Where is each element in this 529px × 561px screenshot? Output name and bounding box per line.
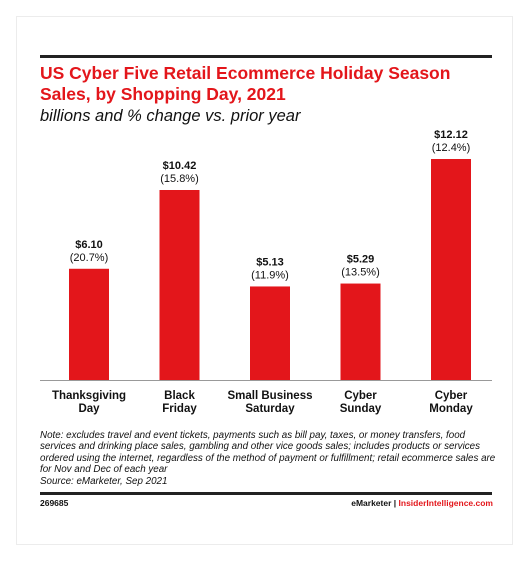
change-label-2: (11.9%) xyxy=(251,269,289,281)
bar-2 xyxy=(250,286,290,380)
change-label-4: (12.4%) xyxy=(432,142,471,154)
chart-title: US Cyber Five Retail Ecommerce Holiday S… xyxy=(40,63,451,104)
note-text: Note: excludes travel and event tickets,… xyxy=(40,430,496,476)
category-label-1-1: Friday xyxy=(162,403,197,415)
category-label-2-1: Saturday xyxy=(245,403,295,415)
category-label-3-1: Sunday xyxy=(340,403,382,415)
bar-3 xyxy=(340,283,381,380)
category-label-1-0: Black xyxy=(164,390,195,402)
category-label-3-0: Cyber xyxy=(344,390,377,402)
brand-separator: | xyxy=(391,498,399,508)
category-label-0-0: Thanksgiving xyxy=(52,390,126,402)
brand-emarketer: eMarketer xyxy=(351,498,392,508)
bar-1 xyxy=(159,189,200,380)
value-label-1: $10.42 xyxy=(163,160,197,172)
chart-id: 269685 xyxy=(40,498,69,508)
top-rule xyxy=(40,55,492,58)
value-label-3: $5.29 xyxy=(347,254,375,266)
bottom-rule xyxy=(40,492,492,495)
value-label-4: $12.12 xyxy=(434,129,468,141)
brand-insider: InsiderIntelligence.com xyxy=(398,498,493,508)
brand-credit: eMarketer | InsiderIntelligence.com xyxy=(351,498,493,508)
chart-subtitle: billions and % change vs. prior year xyxy=(40,107,301,125)
change-label-1: (15.8%) xyxy=(160,173,199,185)
category-label-4-0: Cyber xyxy=(435,390,468,402)
chart-note: Note: excludes travel and event tickets,… xyxy=(40,430,496,487)
category-label-2-0: Small Business xyxy=(227,390,312,402)
source-text: Source: eMarketer, Sep 2021 xyxy=(40,475,168,487)
change-label-0: (20.7%) xyxy=(70,252,109,264)
bar-0 xyxy=(69,268,109,380)
value-label-2: $5.13 xyxy=(256,256,284,268)
value-label-0: $6.10 xyxy=(75,239,103,251)
bar-4 xyxy=(431,159,471,380)
category-label-4-1: Monday xyxy=(429,403,473,415)
category-label-0-1: Day xyxy=(78,403,100,415)
change-label-3: (13.5%) xyxy=(341,267,380,279)
